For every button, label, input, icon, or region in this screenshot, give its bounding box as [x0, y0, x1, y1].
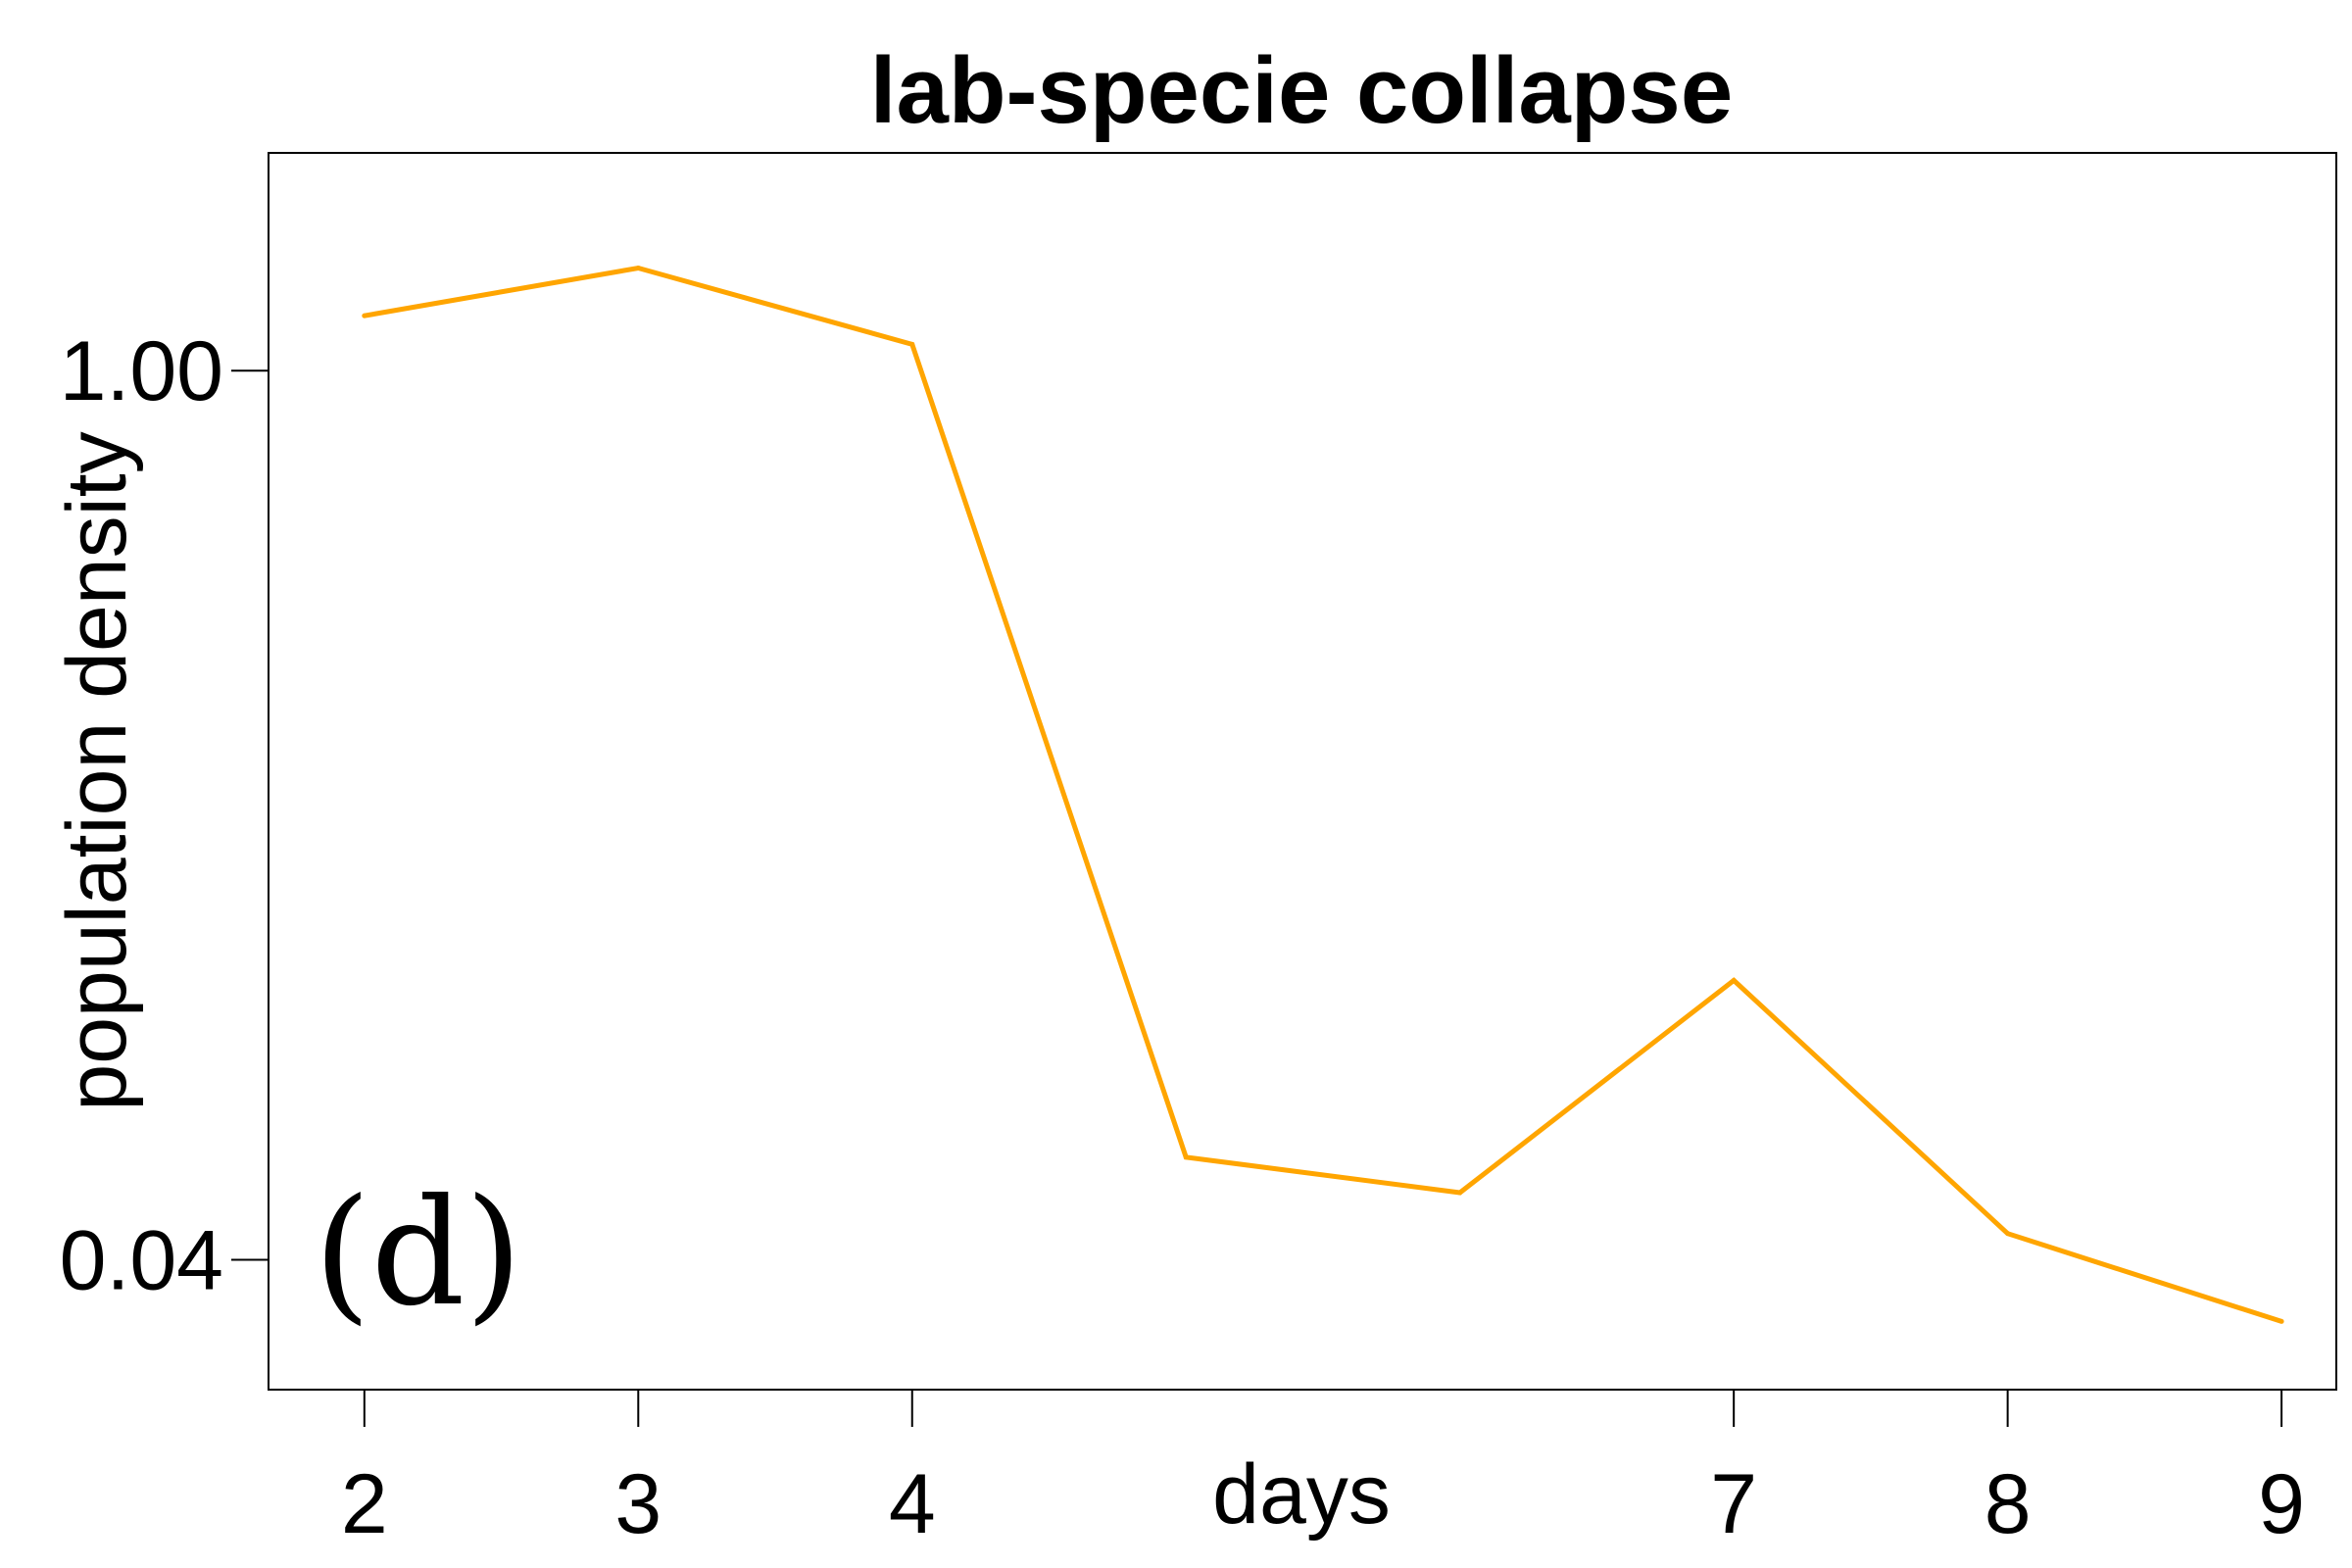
y-tick-label: 0.04 — [60, 1214, 223, 1308]
series-line — [364, 265, 2282, 1324]
data-point — [2278, 1318, 2284, 1324]
data-point — [1183, 1154, 1189, 1160]
panel-label: (d) — [314, 1168, 522, 1339]
x-tick-label: 9 — [2258, 1457, 2305, 1551]
y-axis: 1.00 0.04 — [60, 324, 269, 1308]
x-tick-label: 3 — [614, 1457, 662, 1551]
x-tick-label: 8 — [1984, 1457, 2032, 1551]
plot-frame — [268, 152, 2337, 1391]
x-axis: 2 3 4 7 8 9 — [341, 1390, 2305, 1551]
data-point — [362, 313, 368, 318]
data-point — [1457, 1190, 1463, 1196]
data-point — [635, 266, 641, 271]
x-tick-label: 4 — [889, 1457, 936, 1551]
x-tick-label: 7 — [1710, 1457, 1757, 1551]
data-point — [1731, 977, 1737, 983]
y-tick-label: 1.00 — [60, 324, 223, 418]
x-tick-label: 2 — [341, 1457, 388, 1551]
data-point — [909, 341, 915, 347]
chart-title: lab-specie collapse — [870, 38, 1733, 143]
x-axis-title: days — [1212, 1447, 1391, 1542]
data-point — [2005, 1231, 2011, 1237]
y-axis-title: population density — [50, 431, 144, 1110]
series-group — [362, 265, 2284, 1324]
